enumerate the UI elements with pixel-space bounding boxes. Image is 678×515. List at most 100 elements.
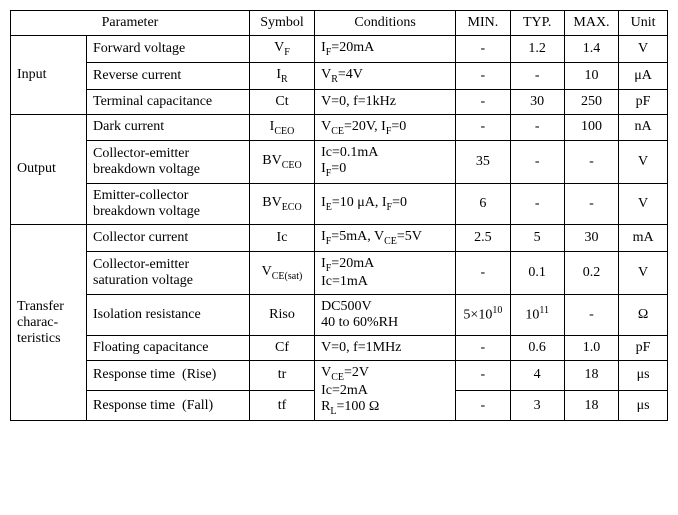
max-cell: 1.0 (564, 335, 618, 360)
typ-cell: 0.1 (510, 251, 564, 294)
min-cell: 5×1010 (456, 294, 510, 335)
typ-cell: 4 (510, 360, 564, 390)
unit-cell: Ω (619, 294, 668, 335)
typ-cell: - (510, 62, 564, 89)
header-typ: TYP. (510, 11, 564, 36)
min-cell: - (456, 360, 510, 390)
cond-cell: DC500V40 to 60%RH (315, 294, 456, 335)
unit-cell: V (619, 184, 668, 225)
symbol-cell: Ct (249, 89, 314, 114)
min-cell: - (456, 251, 510, 294)
unit-cell: pF (619, 89, 668, 114)
min-cell: - (456, 89, 510, 114)
typ-cell: 1011 (510, 294, 564, 335)
unit-cell: μA (619, 62, 668, 89)
cond-cell: V=0, f=1MHz (315, 335, 456, 360)
cond-cell: V=0, f=1kHz (315, 89, 456, 114)
max-cell: 250 (564, 89, 618, 114)
max-cell: - (564, 294, 618, 335)
max-cell: 10 (564, 62, 618, 89)
symbol-cell: IR (249, 62, 314, 89)
param-cell: Collector current (87, 225, 250, 252)
param-cell: Dark current (87, 114, 250, 141)
table-row: Input Forward voltage VF IF=20mA - 1.2 1… (11, 36, 668, 63)
group-transfer: Transfer charac-teristics (11, 225, 87, 421)
min-cell: 35 (456, 141, 510, 184)
spec-table: Parameter Symbol Conditions MIN. TYP. MA… (10, 10, 668, 421)
header-unit: Unit (619, 11, 668, 36)
symbol-cell: tf (249, 391, 314, 421)
typ-cell: 30 (510, 89, 564, 114)
header-row: Parameter Symbol Conditions MIN. TYP. MA… (11, 11, 668, 36)
max-cell: 18 (564, 360, 618, 390)
param-cell: Response time (Fall) (87, 391, 250, 421)
max-cell: - (564, 141, 618, 184)
table-row: Response time (Rise) tr VCE=2VIc=2mARL=1… (11, 360, 668, 390)
typ-cell: 0.6 (510, 335, 564, 360)
param-cell: Terminal capacitance (87, 89, 250, 114)
typ-cell: - (510, 141, 564, 184)
min-cell: - (456, 62, 510, 89)
table-row: Floating capacitance Cf V=0, f=1MHz - 0.… (11, 335, 668, 360)
param-cell: Forward voltage (87, 36, 250, 63)
cond-cell: IE=10 μA, IF=0 (315, 184, 456, 225)
table-row: Reverse current IR VR=4V - - 10 μA (11, 62, 668, 89)
symbol-cell: tr (249, 360, 314, 390)
symbol-cell: ICEO (249, 114, 314, 141)
unit-cell: nA (619, 114, 668, 141)
min-cell: 2.5 (456, 225, 510, 252)
table-row: Emitter-collector breakdown voltage BVEC… (11, 184, 668, 225)
min-cell: - (456, 36, 510, 63)
cond-cell: Ic=0.1mAIF=0 (315, 141, 456, 184)
header-min: MIN. (456, 11, 510, 36)
max-cell: 30 (564, 225, 618, 252)
unit-cell: V (619, 36, 668, 63)
unit-cell: mA (619, 225, 668, 252)
cond-cell: VR=4V (315, 62, 456, 89)
cond-cell: IF=20mA (315, 36, 456, 63)
max-cell: 0.2 (564, 251, 618, 294)
unit-cell: V (619, 251, 668, 294)
param-cell: Response time (Rise) (87, 360, 250, 390)
param-cell: Isolation resistance (87, 294, 250, 335)
max-cell: - (564, 184, 618, 225)
unit-cell: V (619, 141, 668, 184)
symbol-cell: Riso (249, 294, 314, 335)
unit-cell: pF (619, 335, 668, 360)
header-symbol: Symbol (249, 11, 314, 36)
param-cell: Collector-emitter breakdown voltage (87, 141, 250, 184)
symbol-cell: BVCEO (249, 141, 314, 184)
typ-cell: - (510, 184, 564, 225)
min-cell: - (456, 114, 510, 141)
header-parameter: Parameter (11, 11, 250, 36)
param-cell: Reverse current (87, 62, 250, 89)
header-max: MAX. (564, 11, 618, 36)
max-cell: 1.4 (564, 36, 618, 63)
param-cell: Emitter-collector breakdown voltage (87, 184, 250, 225)
symbol-cell: BVECO (249, 184, 314, 225)
table-row: Terminal capacitance Ct V=0, f=1kHz - 30… (11, 89, 668, 114)
table-row: Output Dark current ICEO VCE=20V, IF=0 -… (11, 114, 668, 141)
max-cell: 100 (564, 114, 618, 141)
table-row: Collector-emitter saturation voltage VCE… (11, 251, 668, 294)
typ-cell: - (510, 114, 564, 141)
symbol-cell: Cf (249, 335, 314, 360)
param-cell: Floating capacitance (87, 335, 250, 360)
min-cell: - (456, 391, 510, 421)
unit-cell: μs (619, 360, 668, 390)
param-cell: Collector-emitter saturation voltage (87, 251, 250, 294)
min-cell: 6 (456, 184, 510, 225)
header-conditions: Conditions (315, 11, 456, 36)
typ-cell: 3 (510, 391, 564, 421)
cond-cell: IF=20mAIc=1mA (315, 251, 456, 294)
table-row: Collector-emitter breakdown voltage BVCE… (11, 141, 668, 184)
typ-cell: 1.2 (510, 36, 564, 63)
unit-cell: μs (619, 391, 668, 421)
symbol-cell: Ic (249, 225, 314, 252)
typ-cell: 5 (510, 225, 564, 252)
group-input: Input (11, 36, 87, 115)
cond-cell: VCE=20V, IF=0 (315, 114, 456, 141)
table-row: Transfer charac-teristics Collector curr… (11, 225, 668, 252)
symbol-cell: VCE(sat) (249, 251, 314, 294)
min-cell: - (456, 335, 510, 360)
